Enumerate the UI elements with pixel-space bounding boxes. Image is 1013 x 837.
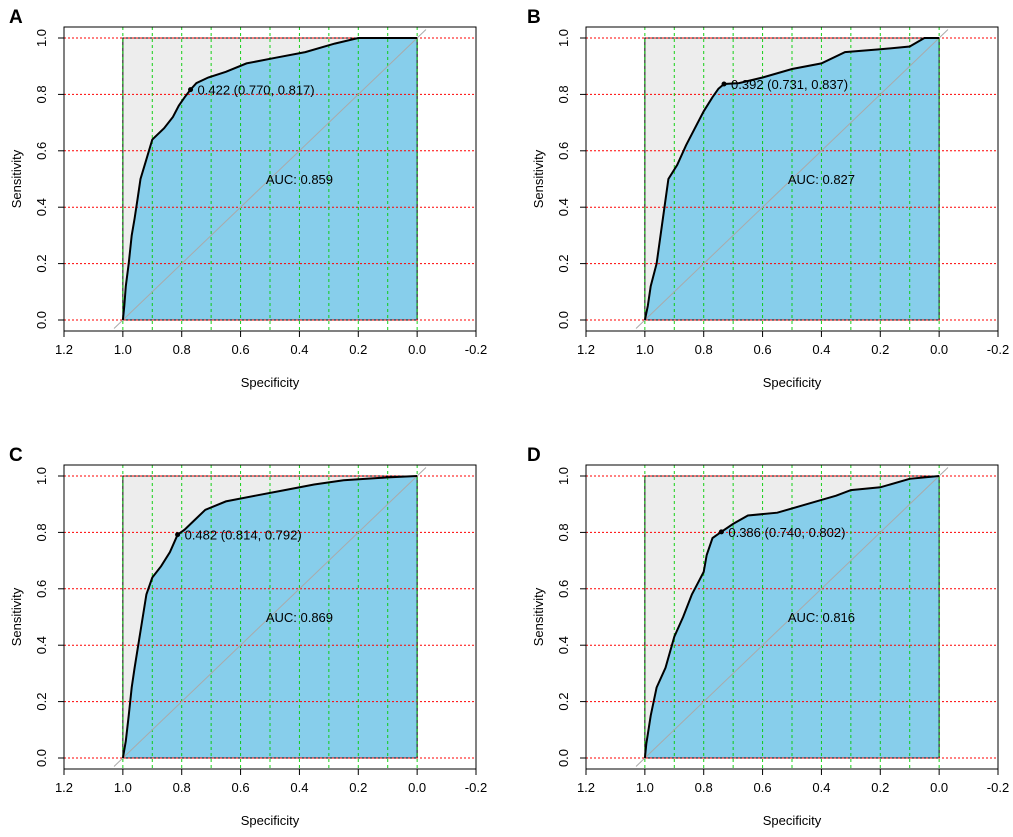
plot-frame xyxy=(585,26,999,332)
roc-panel-c: C 0.482 (0.814, 0.792) AUC: 0.869 1.2 1.0 0.8… xyxy=(9,445,487,828)
x-tick-label: -0.2 xyxy=(987,342,1009,357)
threshold-label: 0.392 (0.731, 0.837) xyxy=(731,77,848,92)
y-tick-label: 0.4 xyxy=(556,198,571,216)
y-tick-label: 0.4 xyxy=(556,636,571,654)
panel-letter: A xyxy=(9,7,23,28)
y-tick-label: 0.6 xyxy=(556,142,571,160)
y-tick-label: 0.2 xyxy=(34,255,49,273)
x-axis-title: Specificity xyxy=(763,375,822,390)
roc-curve xyxy=(643,37,940,321)
x-tick-label: 1.2 xyxy=(55,780,73,795)
y-axis-title: Sensitivity xyxy=(9,149,24,208)
x-tick-label: 0.6 xyxy=(232,780,250,795)
x-tick-label: -0.2 xyxy=(465,342,487,357)
x-axis-title: Specificity xyxy=(241,813,300,828)
y-tick-label: 0.4 xyxy=(34,636,49,654)
auc-label: AUC: 0.827 xyxy=(788,172,855,187)
panel-letter: C xyxy=(9,445,23,466)
auc-label: AUC: 0.859 xyxy=(266,172,333,187)
x-tick-label: 0.8 xyxy=(173,780,191,795)
panel-letter: D xyxy=(527,445,541,466)
x-tick-label: 0.0 xyxy=(930,780,948,795)
roc-panel-a: A 0.422 (0.770, 0.817) AUC: 0.859 1.2 1.0 0.8… xyxy=(9,7,487,390)
y-tick-label: 0.4 xyxy=(34,198,49,216)
x-tick-label: 0.6 xyxy=(754,780,772,795)
roc-panel-b: B 0.392 (0.731, 0.837) AUC: 0.827 1.2 1.0 0.8… xyxy=(527,7,1009,390)
roc-curve xyxy=(643,475,940,759)
best-threshold-point xyxy=(718,529,724,535)
best-threshold-point xyxy=(188,87,194,93)
x-tick-label: 1.2 xyxy=(577,342,595,357)
y-tick-label: 0.8 xyxy=(34,523,49,541)
x-tick-label: 0.2 xyxy=(871,342,889,357)
roc-panel-d: D 0.386 (0.740, 0.802) AUC: 0.816 1.2 1.0 0.8… xyxy=(527,445,1009,828)
x-tick-label: 1.2 xyxy=(577,780,595,795)
diagonal-reference-line xyxy=(635,29,949,329)
auc-label: AUC: 0.869 xyxy=(266,610,333,625)
x-tick-label: 1.2 xyxy=(55,342,73,357)
best-threshold-point xyxy=(721,81,727,87)
y-tick-label: 0.0 xyxy=(556,311,571,329)
plot-frame xyxy=(63,464,477,770)
x-tick-label: 0.2 xyxy=(349,342,367,357)
y-tick-label: 0.8 xyxy=(34,85,49,103)
x-tick-label: 0.8 xyxy=(173,342,191,357)
x-tick-label: 0.2 xyxy=(871,780,889,795)
x-tick-label: 0.6 xyxy=(232,342,250,357)
diagonal-reference-line xyxy=(113,467,427,767)
diagonal-reference-line xyxy=(635,467,949,767)
x-tick-label: 0.4 xyxy=(290,780,308,795)
x-tick-label: 0.4 xyxy=(812,780,830,795)
y-tick-label: 0.0 xyxy=(34,749,49,767)
x-tick-label: 1.0 xyxy=(114,780,132,795)
y-tick-label: 1.0 xyxy=(556,29,571,47)
x-tick-label: 0.0 xyxy=(408,780,426,795)
y-tick-label: 0.8 xyxy=(556,85,571,103)
y-tick-label: 0.2 xyxy=(556,693,571,711)
x-tick-label: 1.0 xyxy=(114,342,132,357)
x-axis-title: Specificity xyxy=(763,813,822,828)
x-tick-label: -0.2 xyxy=(987,780,1009,795)
y-tick-label: 0.2 xyxy=(34,693,49,711)
x-tick-label: 0.0 xyxy=(930,342,948,357)
y-tick-label: 0.0 xyxy=(556,749,571,767)
diagonal-reference-line xyxy=(113,29,427,329)
threshold-label: 0.482 (0.814, 0.792) xyxy=(185,528,302,543)
x-tick-label: 0.8 xyxy=(695,342,713,357)
x-tick-label: 1.0 xyxy=(636,342,654,357)
x-tick-label: 0.4 xyxy=(290,342,308,357)
x-tick-label: 0.2 xyxy=(349,780,367,795)
y-tick-label: 1.0 xyxy=(556,467,571,485)
x-tick-label: 1.0 xyxy=(636,780,654,795)
x-tick-label: 0.6 xyxy=(754,342,772,357)
x-tick-label: 0.0 xyxy=(408,342,426,357)
y-tick-label: 0.8 xyxy=(556,523,571,541)
panel-letter: B xyxy=(527,7,541,28)
y-axis-title: Sensitivity xyxy=(9,587,24,646)
x-axis-title: Specificity xyxy=(241,375,300,390)
y-axis-title: Sensitivity xyxy=(531,587,546,646)
y-tick-label: 0.6 xyxy=(556,580,571,598)
x-tick-label: 0.8 xyxy=(695,780,713,795)
x-tick-label: 0.4 xyxy=(812,342,830,357)
y-tick-label: 1.0 xyxy=(34,467,49,485)
y-tick-label: 0.0 xyxy=(34,311,49,329)
auc-label: AUC: 0.816 xyxy=(788,610,855,625)
threshold-label: 0.386 (0.740, 0.802) xyxy=(728,525,845,540)
roc-curve xyxy=(121,37,418,321)
best-threshold-point xyxy=(175,532,181,538)
y-tick-label: 1.0 xyxy=(34,29,49,47)
x-tick-label: -0.2 xyxy=(465,780,487,795)
threshold-label: 0.422 (0.770, 0.817) xyxy=(198,83,315,98)
plot-frame xyxy=(63,26,477,332)
y-axis-title: Sensitivity xyxy=(531,149,546,208)
y-tick-label: 0.6 xyxy=(34,142,49,160)
plot-frame xyxy=(585,464,999,770)
y-tick-label: 0.6 xyxy=(34,580,49,598)
y-tick-label: 0.2 xyxy=(556,255,571,273)
